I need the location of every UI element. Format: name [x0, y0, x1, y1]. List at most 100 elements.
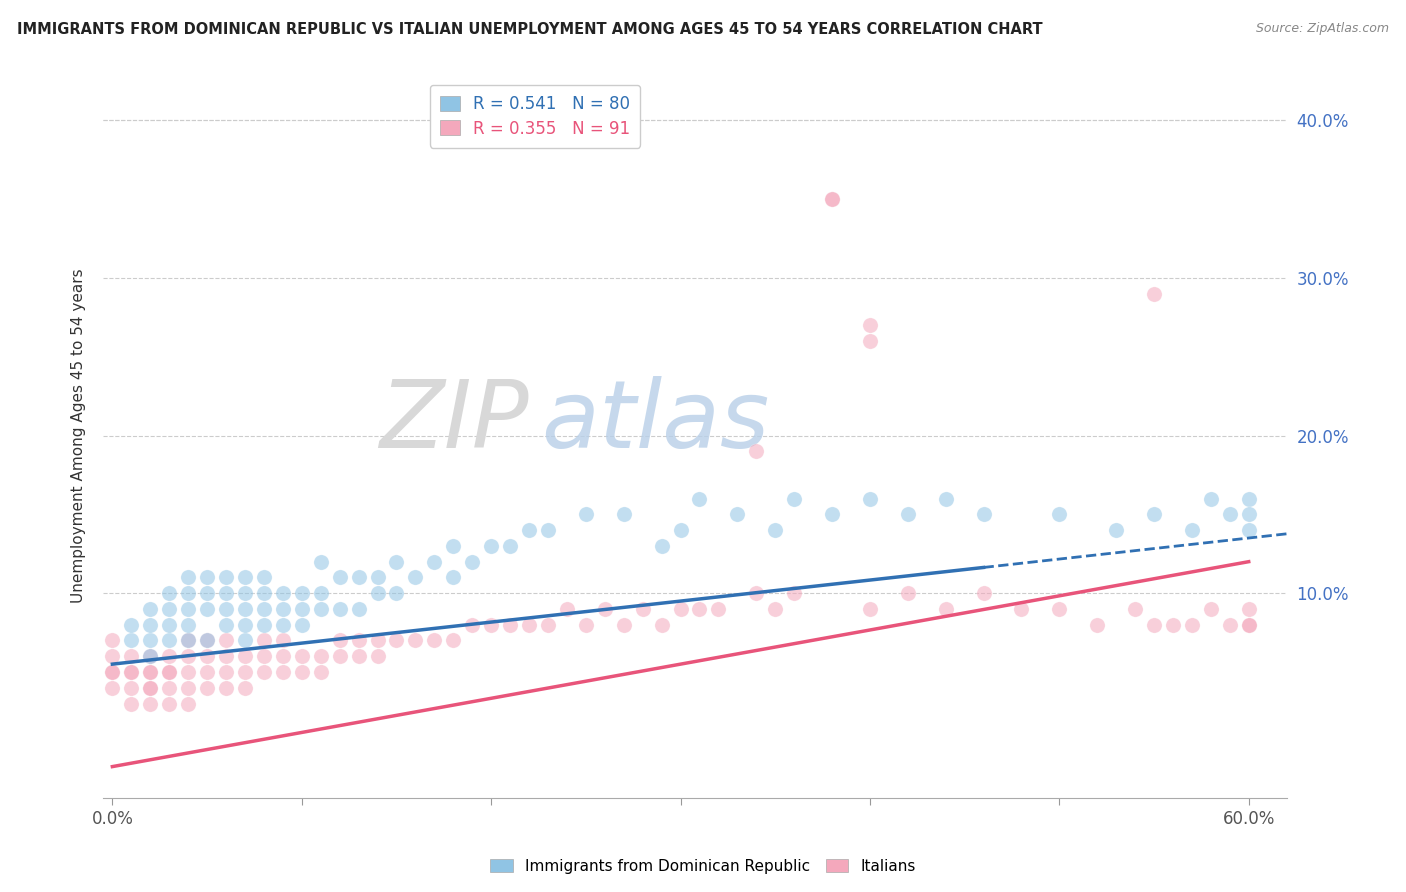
Point	[347, 633, 370, 648]
Point	[385, 633, 408, 648]
Point	[309, 649, 332, 664]
Point	[367, 633, 389, 648]
Point	[859, 334, 882, 348]
Point	[120, 697, 142, 711]
Point	[973, 508, 995, 522]
Text: atlas: atlas	[541, 376, 769, 467]
Point	[309, 555, 332, 569]
Point	[613, 617, 636, 632]
Point	[745, 586, 768, 600]
Y-axis label: Unemployment Among Ages 45 to 54 years: Unemployment Among Ages 45 to 54 years	[72, 268, 86, 603]
Point	[157, 633, 180, 648]
Point	[973, 586, 995, 600]
Point	[517, 523, 540, 537]
Point	[139, 665, 162, 679]
Point	[215, 570, 238, 584]
Point	[499, 617, 522, 632]
Point	[139, 681, 162, 695]
Point	[1199, 491, 1222, 506]
Point	[1237, 617, 1260, 632]
Point	[139, 649, 162, 664]
Point	[367, 586, 389, 600]
Point	[271, 665, 294, 679]
Point	[1237, 508, 1260, 522]
Point	[233, 649, 256, 664]
Point	[783, 586, 806, 600]
Point	[593, 602, 616, 616]
Text: ZIP: ZIP	[380, 376, 529, 467]
Point	[157, 586, 180, 600]
Point	[821, 508, 844, 522]
Point	[233, 570, 256, 584]
Point	[347, 649, 370, 664]
Point	[177, 633, 200, 648]
Point	[763, 523, 786, 537]
Point	[195, 602, 218, 616]
Point	[689, 491, 711, 506]
Point	[404, 570, 426, 584]
Point	[651, 539, 673, 553]
Point	[177, 602, 200, 616]
Point	[707, 602, 730, 616]
Point	[575, 617, 598, 632]
Point	[233, 633, 256, 648]
Point	[613, 508, 636, 522]
Point	[120, 617, 142, 632]
Point	[385, 555, 408, 569]
Point	[347, 602, 370, 616]
Point	[441, 570, 464, 584]
Point	[423, 633, 446, 648]
Point	[139, 697, 162, 711]
Text: Source: ZipAtlas.com: Source: ZipAtlas.com	[1256, 22, 1389, 36]
Point	[215, 617, 238, 632]
Point	[763, 602, 786, 616]
Point	[253, 633, 276, 648]
Point	[233, 681, 256, 695]
Point	[1181, 523, 1204, 537]
Point	[1237, 617, 1260, 632]
Point	[157, 649, 180, 664]
Point	[215, 665, 238, 679]
Point	[101, 681, 124, 695]
Point	[1219, 508, 1241, 522]
Point	[745, 444, 768, 458]
Point	[177, 617, 200, 632]
Point	[271, 633, 294, 648]
Point	[1199, 602, 1222, 616]
Point	[1123, 602, 1146, 616]
Point	[253, 570, 276, 584]
Point	[177, 633, 200, 648]
Point	[347, 570, 370, 584]
Point	[177, 586, 200, 600]
Point	[291, 586, 314, 600]
Point	[120, 633, 142, 648]
Point	[139, 681, 162, 695]
Point	[1237, 602, 1260, 616]
Point	[555, 602, 578, 616]
Point	[195, 681, 218, 695]
Point	[404, 633, 426, 648]
Point	[233, 617, 256, 632]
Point	[329, 649, 352, 664]
Point	[725, 508, 748, 522]
Point	[441, 539, 464, 553]
Point	[120, 681, 142, 695]
Point	[195, 633, 218, 648]
Point	[233, 586, 256, 600]
Point	[329, 633, 352, 648]
Point	[120, 649, 142, 664]
Point	[101, 649, 124, 664]
Point	[631, 602, 654, 616]
Point	[195, 665, 218, 679]
Point	[291, 649, 314, 664]
Legend: R = 0.541   N = 80, R = 0.355   N = 91: R = 0.541 N = 80, R = 0.355 N = 91	[430, 85, 640, 147]
Point	[651, 617, 673, 632]
Point	[215, 602, 238, 616]
Point	[423, 555, 446, 569]
Point	[329, 570, 352, 584]
Point	[195, 633, 218, 648]
Point	[253, 602, 276, 616]
Point	[537, 523, 560, 537]
Text: IMMIGRANTS FROM DOMINICAN REPUBLIC VS ITALIAN UNEMPLOYMENT AMONG AGES 45 TO 54 Y: IMMIGRANTS FROM DOMINICAN REPUBLIC VS IT…	[17, 22, 1042, 37]
Point	[461, 617, 484, 632]
